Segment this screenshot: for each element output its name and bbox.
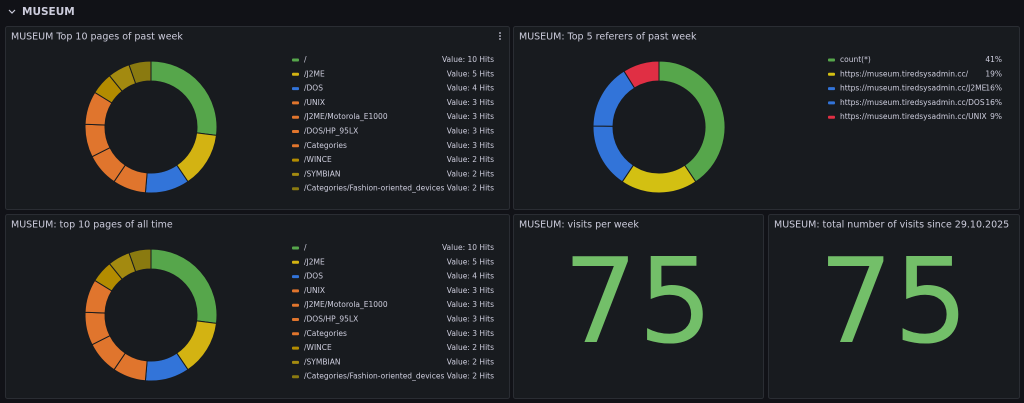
legend-swatch: [292, 130, 299, 133]
legend-label[interactable]: https://museum.tiredsysadmin.cc/: [840, 69, 969, 78]
legend-label[interactable]: /DOS: [304, 84, 323, 93]
legend-value: Value: 2 Hits: [447, 372, 494, 381]
legend-swatch: [292, 318, 299, 321]
legend-value: Value: 2 Hits: [447, 155, 494, 164]
legend-value: 16%: [985, 98, 1002, 107]
legend-value: Value: 4 Hits: [447, 272, 494, 281]
legend-label[interactable]: https://museum.tiredsysadmin.cc/UNIX: [840, 112, 987, 121]
panel-menu-dot[interactable]: [499, 32, 501, 34]
legend-label[interactable]: /UNIX: [304, 286, 325, 295]
legend-value: Value: 10 Hits: [442, 55, 494, 64]
legend-label[interactable]: https://museum.tiredsysadmin.cc/DOS: [840, 98, 985, 107]
legend-value: Value: 3 Hits: [447, 112, 494, 121]
legend-swatch: [828, 115, 835, 119]
donut-segment: [128, 60, 152, 85]
panel: [5, 26, 510, 210]
legend-swatch: [292, 375, 299, 379]
legend-swatch: [828, 58, 835, 62]
section-title[interactable]: MUSEUM: [22, 6, 75, 18]
panel-title[interactable]: MUSEUM Top 10 pages of past week: [11, 32, 183, 43]
legend-swatch: [292, 332, 299, 336]
legend-value: Value: 3 Hits: [447, 329, 494, 338]
legend-label[interactable]: /DOS: [304, 272, 323, 281]
legend-value: 16%: [985, 84, 1002, 93]
legend-swatch: [292, 187, 299, 191]
donut-segment: [623, 60, 660, 89]
legend-swatch: [292, 275, 299, 279]
legend-label[interactable]: /SYMBIAN: [304, 357, 340, 366]
legend-label[interactable]: https://museum.tiredsysadmin.cc/J2ME: [840, 84, 987, 93]
legend-swatch: [292, 101, 299, 105]
legend-swatch: [292, 360, 299, 364]
legend-value: Value: 2 Hits: [447, 184, 494, 193]
legend-value: 19%: [985, 69, 1002, 78]
legend-value: Value: 3 Hits: [447, 315, 494, 324]
legend-swatch: [292, 246, 299, 250]
legend-label[interactable]: /Categories/Fashion-oriented_devices: [304, 372, 444, 381]
legend-swatch: [292, 346, 299, 350]
legend-label[interactable]: /DOS/HP_95LX: [304, 315, 358, 324]
legend-swatch: [292, 289, 299, 293]
legend-label[interactable]: /J2ME: [304, 257, 325, 266]
legend-label[interactable]: /Categories: [304, 329, 347, 338]
legend-value: Value: 4 Hits: [447, 84, 494, 93]
panel-title[interactable]: MUSEUM: total number of visits since 29.…: [774, 220, 1009, 231]
legend-value: Value: 2 Hits: [447, 357, 494, 366]
legend-value: Value: 3 Hits: [447, 98, 494, 107]
collapse-icon[interactable]: [8, 9, 16, 14]
legend-value: Value: 3 Hits: [447, 141, 494, 150]
legend-label[interactable]: /: [304, 55, 307, 64]
panel: [768, 214, 1020, 399]
legend-swatch: [292, 58, 299, 62]
legend-value: Value: 3 Hits: [447, 300, 494, 309]
legend-label[interactable]: /J2ME/Motorola_E1000: [304, 112, 388, 121]
legend-label[interactable]: /WINCE: [304, 155, 332, 164]
legend-swatch: [292, 158, 299, 162]
legend-value: Value: 3 Hits: [447, 127, 494, 136]
legend-label[interactable]: /UNIX: [304, 98, 325, 107]
legend-label[interactable]: /SYMBIAN: [304, 169, 340, 178]
legend-label[interactable]: /J2ME/Motorola_E1000: [304, 300, 388, 309]
legend-swatch: [292, 260, 299, 264]
legend-label[interactable]: /Categories/Fashion-oriented_devices: [304, 184, 444, 193]
legend-swatch: [292, 172, 299, 176]
legend-swatch: [292, 87, 299, 91]
legend-value: Value: 10 Hits: [442, 243, 494, 252]
stat-value: 75: [818, 232, 968, 370]
panel: [513, 214, 764, 399]
panel-title[interactable]: MUSEUM: Top 5 referers of past week: [519, 32, 697, 43]
stat-value: 75: [563, 232, 713, 370]
legend-label[interactable]: count(*): [840, 55, 871, 64]
panel-menu-dot[interactable]: [499, 38, 501, 40]
legend-value: Value: 2 Hits: [447, 169, 494, 178]
donut-segment: [128, 248, 152, 273]
legend-swatch: [828, 72, 835, 76]
legend-label[interactable]: /WINCE: [304, 343, 332, 352]
panel-menu-dot[interactable]: [499, 35, 501, 37]
legend-value: 41%: [985, 55, 1002, 64]
legend-value: Value: 5 Hits: [447, 69, 494, 78]
panel-title[interactable]: MUSEUM: top 10 pages of all time: [11, 220, 173, 231]
legend-swatch: [292, 144, 299, 148]
legend-label[interactable]: /J2ME: [304, 69, 325, 78]
legend-value: Value: 3 Hits: [447, 286, 494, 295]
panel-title[interactable]: MUSEUM: visits per week: [519, 220, 639, 231]
legend-swatch: [828, 87, 835, 91]
legend-value: Value: 2 Hits: [447, 343, 494, 352]
legend-label[interactable]: /: [304, 243, 307, 252]
legend-label[interactable]: /DOS/HP_95LX: [304, 127, 358, 136]
legend-swatch: [828, 101, 835, 105]
legend-value: Value: 5 Hits: [447, 257, 494, 266]
legend-swatch: [292, 115, 299, 119]
legend-swatch: [292, 303, 299, 307]
legend-label[interactable]: /Categories: [304, 141, 347, 150]
legend-swatch: [292, 72, 299, 76]
legend-value: 9%: [990, 112, 1002, 121]
